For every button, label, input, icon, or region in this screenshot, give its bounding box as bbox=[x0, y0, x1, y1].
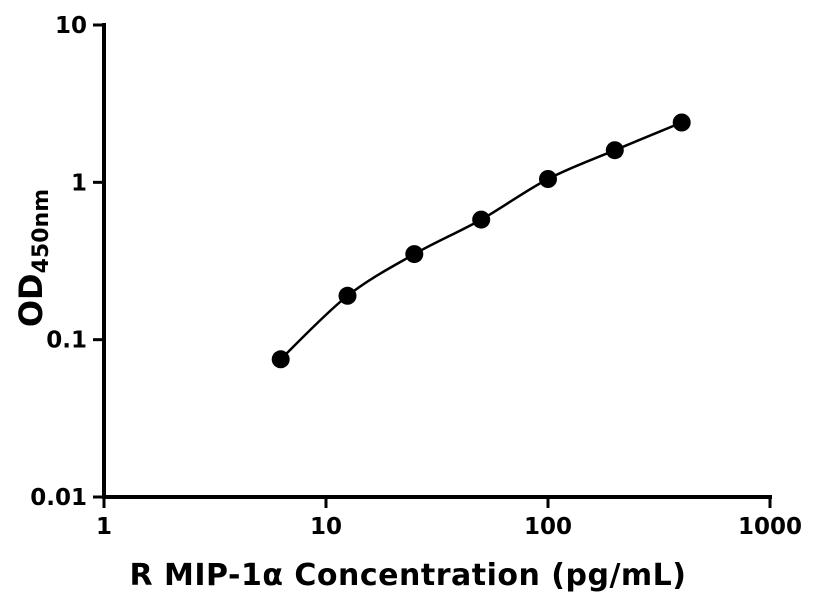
data-point bbox=[539, 170, 557, 188]
data-point bbox=[672, 113, 691, 132]
x-tick-label: 10 bbox=[310, 514, 342, 540]
x-tick-label: 1 bbox=[96, 514, 112, 540]
axis-spines bbox=[102, 23, 772, 499]
y-tick-label: 0.1 bbox=[46, 328, 87, 354]
data-point bbox=[605, 141, 624, 160]
x-axis-title: R MIP-1α Concentration (pg/mL) bbox=[129, 558, 687, 593]
y-tick-label: 10 bbox=[55, 13, 87, 39]
data-point bbox=[271, 350, 290, 369]
y-axis-title: OD450nm bbox=[12, 189, 54, 328]
x-tick-label: 1000 bbox=[738, 514, 802, 540]
fit-curve bbox=[279, 121, 683, 361]
data-point bbox=[472, 210, 491, 229]
y-tick-label: 0.01 bbox=[30, 485, 87, 511]
data-point bbox=[338, 286, 357, 305]
x-tick-label: 100 bbox=[524, 514, 572, 540]
y-axis-title-subscript: 450nm bbox=[29, 188, 54, 274]
y-axis-title-main: OD bbox=[12, 273, 50, 328]
y-tick-label: 1 bbox=[71, 170, 87, 196]
data-point bbox=[405, 245, 424, 264]
